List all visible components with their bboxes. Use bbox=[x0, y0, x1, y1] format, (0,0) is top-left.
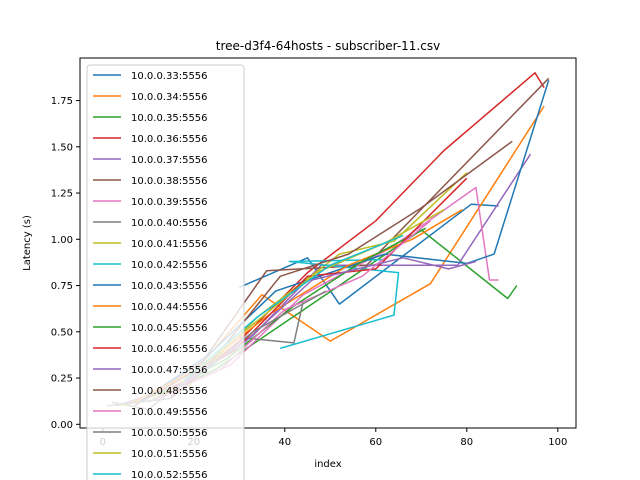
y-axis-label: Latency (s) bbox=[22, 215, 33, 271]
x-tick-label-2: 40 bbox=[278, 437, 291, 448]
legend-label-9: 10.0.0.42:5556 bbox=[131, 260, 208, 271]
x-tick-label-3: 60 bbox=[369, 437, 382, 448]
y-tick-label-7: 1.75 bbox=[51, 96, 73, 107]
legend-label-4: 10.0.0.37:5556 bbox=[131, 155, 208, 166]
series-line-9 bbox=[279, 258, 400, 350]
legend: 10.0.0.33:5556 10.0.0.34:5556 10.0.0.35:55… bbox=[86, 64, 245, 480]
legend-label-10: 10.0.0.43:5556 bbox=[131, 281, 208, 292]
legend-label-19: 10.0.0.52:5556 bbox=[131, 470, 208, 480]
legend-label-0: 10.0.0.33:5556 bbox=[131, 71, 208, 82]
legend-label-12: 10.0.0.45:5556 bbox=[131, 323, 208, 334]
plot-frame bbox=[79, 57, 577, 429]
legend-label-13: 10.0.0.46:5556 bbox=[131, 344, 208, 355]
y-tick-label-4: 1.00 bbox=[51, 235, 73, 246]
y-tick-label-0: 0.00 bbox=[51, 420, 73, 431]
legend-label-2: 10.0.0.35:5556 bbox=[131, 113, 208, 124]
y-tick-label-3: 0.75 bbox=[51, 281, 73, 292]
legend-label-6: 10.0.0.39:5556 bbox=[131, 197, 208, 208]
x-axis-label: index bbox=[314, 459, 341, 470]
x-tick-label-4: 80 bbox=[460, 437, 473, 448]
legend-label-15: 10.0.0.48:5556 bbox=[131, 386, 208, 397]
legend-label-17: 10.0.0.50:5556 bbox=[131, 428, 208, 439]
series-line-0 bbox=[239, 203, 499, 305]
legend-label-8: 10.0.0.41:5556 bbox=[131, 239, 208, 250]
legend-label-3: 10.0.0.36:5556 bbox=[131, 134, 208, 145]
y-axis: 0.00 0.25 0.50 0.75 1.00 1.25 1.50 1.75 bbox=[51, 96, 80, 431]
chart-title: tree-d3f4-64hosts - subscriber-11.csv bbox=[216, 39, 440, 53]
y-tick-label-1: 0.25 bbox=[51, 374, 73, 385]
legend-label-5: 10.0.0.38:5556 bbox=[131, 176, 208, 187]
x-tick-label-5: 100 bbox=[548, 437, 567, 448]
legend-label-1: 10.0.0.34:5556 bbox=[131, 92, 208, 103]
legend-label-7: 10.0.0.40:5556 bbox=[131, 218, 208, 229]
legend-label-16: 10.0.0.49:5556 bbox=[131, 407, 208, 418]
y-tick-label-6: 1.50 bbox=[51, 142, 73, 153]
legend-label-18: 10.0.0.51:5556 bbox=[131, 449, 208, 460]
y-tick-label-5: 1.25 bbox=[51, 189, 73, 200]
legend-box bbox=[86, 64, 245, 480]
y-tick-label-2: 0.50 bbox=[51, 327, 73, 338]
legend-label-14: 10.0.0.47:5556 bbox=[131, 365, 208, 376]
legend-label-11: 10.0.0.44:5556 bbox=[131, 302, 208, 313]
